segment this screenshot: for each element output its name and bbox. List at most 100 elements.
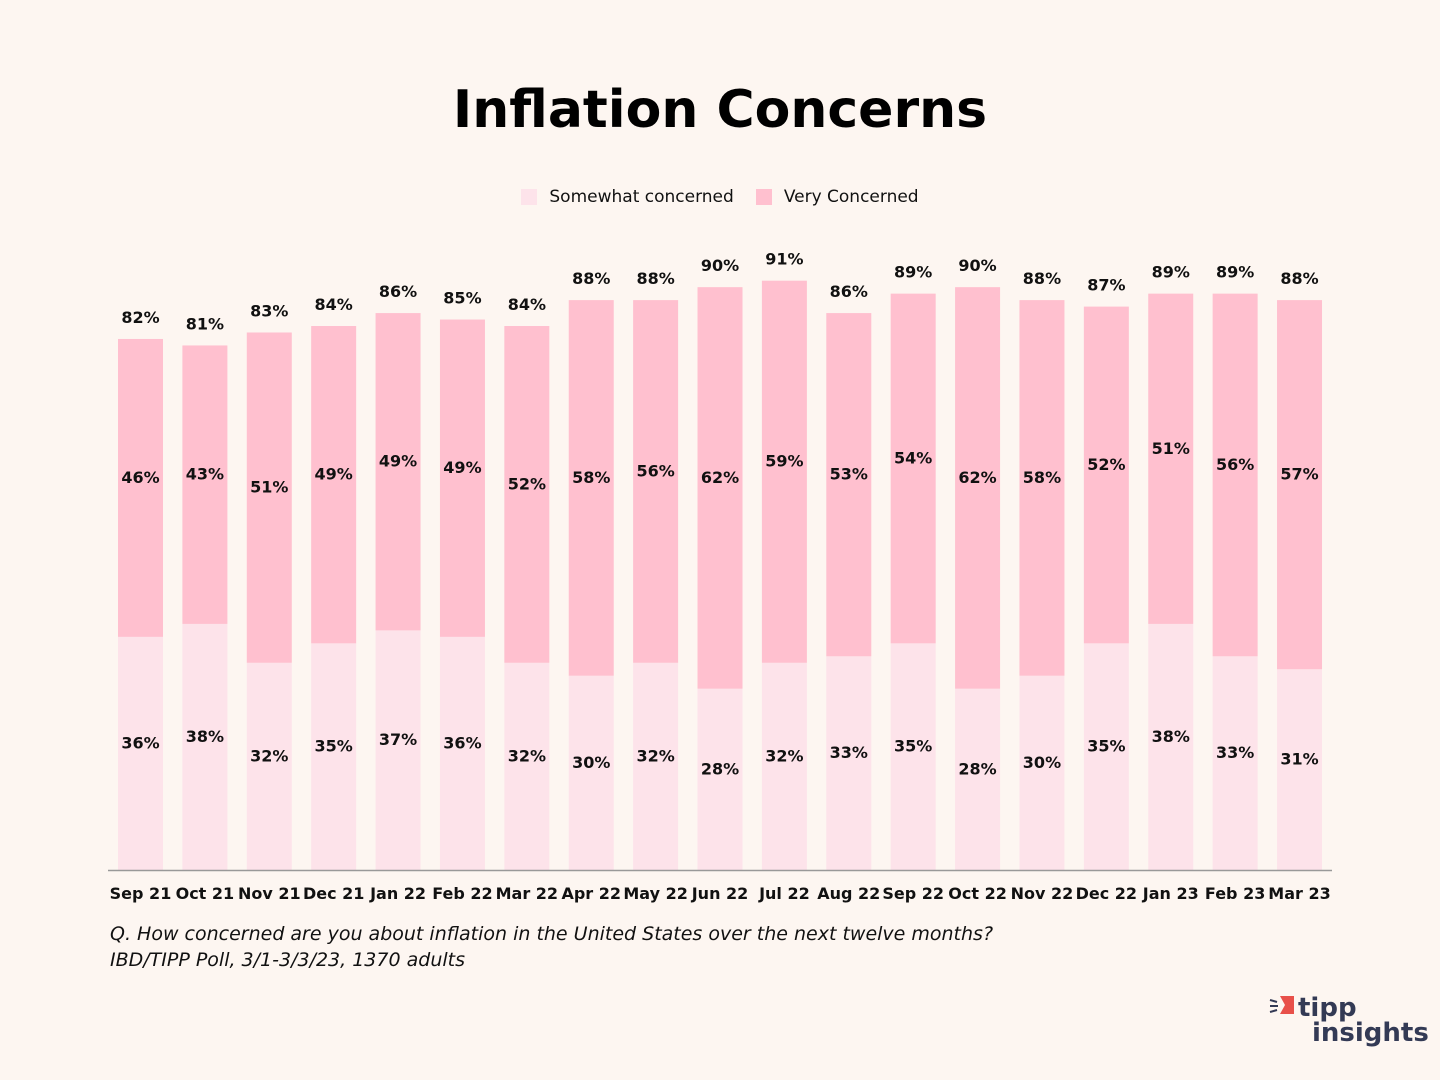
data-label-very: 54% bbox=[894, 448, 932, 467]
bar-somewhat bbox=[826, 656, 872, 870]
data-label-somewhat: 30% bbox=[572, 753, 610, 772]
tipp-insights-logo: tipp insights bbox=[1269, 993, 1428, 1048]
x-tick-label: Nov 22 bbox=[1011, 884, 1074, 903]
x-tick-label: Dec 22 bbox=[1076, 884, 1137, 903]
data-label-very: 46% bbox=[121, 468, 159, 487]
data-label-somewhat: 32% bbox=[250, 746, 288, 765]
survey-source: IBD/TIPP Poll, 3/1-3/3/23, 1370 adults bbox=[110, 949, 465, 971]
bar-somewhat bbox=[1277, 669, 1323, 870]
bar-somewhat bbox=[761, 662, 807, 870]
data-label-somewhat: 31% bbox=[1280, 750, 1318, 769]
bar-very bbox=[697, 287, 743, 689]
bar-somewhat bbox=[504, 662, 550, 870]
bar-very bbox=[504, 326, 550, 663]
legend-swatch-somewhat bbox=[521, 189, 538, 205]
x-tick-label: Jul 22 bbox=[758, 884, 810, 903]
data-label-somewhat: 37% bbox=[379, 730, 417, 749]
bar-somewhat bbox=[118, 636, 163, 870]
data-label-somewhat: 33% bbox=[1216, 743, 1254, 762]
data-label-total: 88% bbox=[1280, 269, 1318, 288]
data-label-somewhat: 38% bbox=[1152, 727, 1190, 746]
data-label-total: 87% bbox=[1087, 276, 1125, 295]
data-label-total: 88% bbox=[636, 269, 674, 288]
data-label-very: 51% bbox=[1152, 439, 1190, 458]
bar-somewhat bbox=[1212, 656, 1258, 870]
data-label-somewhat: 32% bbox=[508, 746, 546, 765]
x-tick-label: Dec 21 bbox=[303, 884, 364, 903]
data-label-total: 89% bbox=[894, 263, 932, 282]
data-label-total: 84% bbox=[315, 295, 353, 314]
logo-flag-icon bbox=[1280, 996, 1294, 1014]
x-tick-label: Mar 22 bbox=[496, 884, 558, 903]
bar-very bbox=[1148, 293, 1194, 624]
chart-title: Inflation Concerns bbox=[452, 80, 988, 140]
data-label-total: 86% bbox=[379, 282, 417, 301]
bar-somewhat bbox=[568, 675, 614, 870]
data-label-very: 56% bbox=[1216, 455, 1254, 474]
x-tick-label: Sep 21 bbox=[110, 884, 172, 903]
x-tick-label: Mar 23 bbox=[1268, 884, 1330, 903]
bar-somewhat bbox=[311, 643, 357, 870]
bar-very bbox=[439, 319, 485, 637]
bar-very bbox=[1083, 306, 1129, 644]
logo-text-tipp: tipp bbox=[1298, 993, 1357, 1023]
bar-somewhat bbox=[439, 636, 485, 870]
bar-somewhat bbox=[1083, 643, 1129, 870]
data-label-very: 58% bbox=[572, 468, 610, 487]
data-label-total: 90% bbox=[958, 256, 996, 275]
x-tick-label: Oct 21 bbox=[176, 884, 235, 903]
data-label-very: 59% bbox=[765, 452, 803, 471]
data-label-somewhat: 32% bbox=[765, 746, 803, 765]
data-label-total: 89% bbox=[1216, 263, 1254, 282]
x-tick-label: Sep 22 bbox=[882, 884, 944, 903]
bar-somewhat bbox=[1148, 623, 1194, 870]
data-label-total: 81% bbox=[186, 314, 224, 333]
data-label-very: 62% bbox=[701, 468, 739, 487]
data-label-somewhat: 35% bbox=[1087, 737, 1125, 756]
bar-very bbox=[761, 280, 807, 663]
bar-somewhat bbox=[1019, 675, 1065, 870]
legend-label-very: Very Concerned bbox=[783, 187, 919, 207]
x-tick-label: Jan 22 bbox=[369, 884, 426, 903]
data-label-very: 58% bbox=[1023, 468, 1061, 487]
data-label-very: 49% bbox=[315, 465, 353, 484]
bar-very bbox=[182, 345, 228, 624]
bar-very bbox=[311, 326, 357, 644]
bar-very bbox=[1277, 300, 1323, 670]
legend-label-somewhat: Somewhat concerned bbox=[549, 187, 734, 207]
bar-somewhat bbox=[697, 688, 743, 870]
bar-very bbox=[1212, 293, 1258, 657]
x-tick-label: Feb 22 bbox=[432, 884, 492, 903]
data-label-very: 49% bbox=[443, 458, 481, 477]
data-label-total: 85% bbox=[443, 289, 481, 308]
chart-note: Q. How concerned are you about inflation… bbox=[110, 921, 993, 973]
data-label-somewhat: 28% bbox=[701, 759, 739, 778]
bar-somewhat bbox=[633, 662, 679, 870]
data-label-somewhat: 36% bbox=[121, 733, 159, 752]
data-label-somewhat: 36% bbox=[443, 733, 481, 752]
bar-very bbox=[568, 300, 614, 676]
data-label-very: 52% bbox=[1087, 455, 1125, 474]
data-label-very: 49% bbox=[379, 452, 417, 471]
data-label-total: 90% bbox=[701, 256, 739, 275]
x-tick-label: Nov 21 bbox=[238, 884, 301, 903]
data-label-total: 86% bbox=[830, 282, 868, 301]
data-label-somewhat: 35% bbox=[894, 737, 932, 756]
data-label-very: 53% bbox=[830, 465, 868, 484]
bar-very bbox=[826, 313, 872, 657]
legend-swatch-very bbox=[755, 189, 772, 205]
data-label-total: 83% bbox=[250, 301, 288, 320]
bar-very bbox=[246, 332, 292, 663]
bar-very bbox=[375, 313, 421, 631]
x-tick-label: May 22 bbox=[623, 884, 688, 903]
bar-somewhat bbox=[182, 623, 228, 870]
legend-item-very: Very Concerned bbox=[755, 187, 919, 207]
survey-question: Q. How concerned are you about inflation… bbox=[110, 923, 994, 945]
logo-text-insights: insights bbox=[1312, 1018, 1428, 1048]
x-tick-label: Feb 23 bbox=[1205, 884, 1265, 903]
data-label-somewhat: 33% bbox=[830, 743, 868, 762]
data-label-somewhat: 32% bbox=[636, 746, 674, 765]
data-label-total: 89% bbox=[1152, 263, 1190, 282]
bar-very bbox=[890, 293, 936, 644]
